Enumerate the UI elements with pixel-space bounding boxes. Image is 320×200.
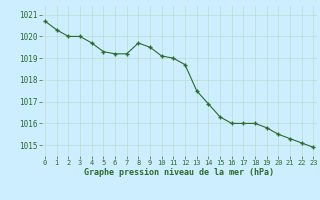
X-axis label: Graphe pression niveau de la mer (hPa): Graphe pression niveau de la mer (hPa) [84,168,274,177]
